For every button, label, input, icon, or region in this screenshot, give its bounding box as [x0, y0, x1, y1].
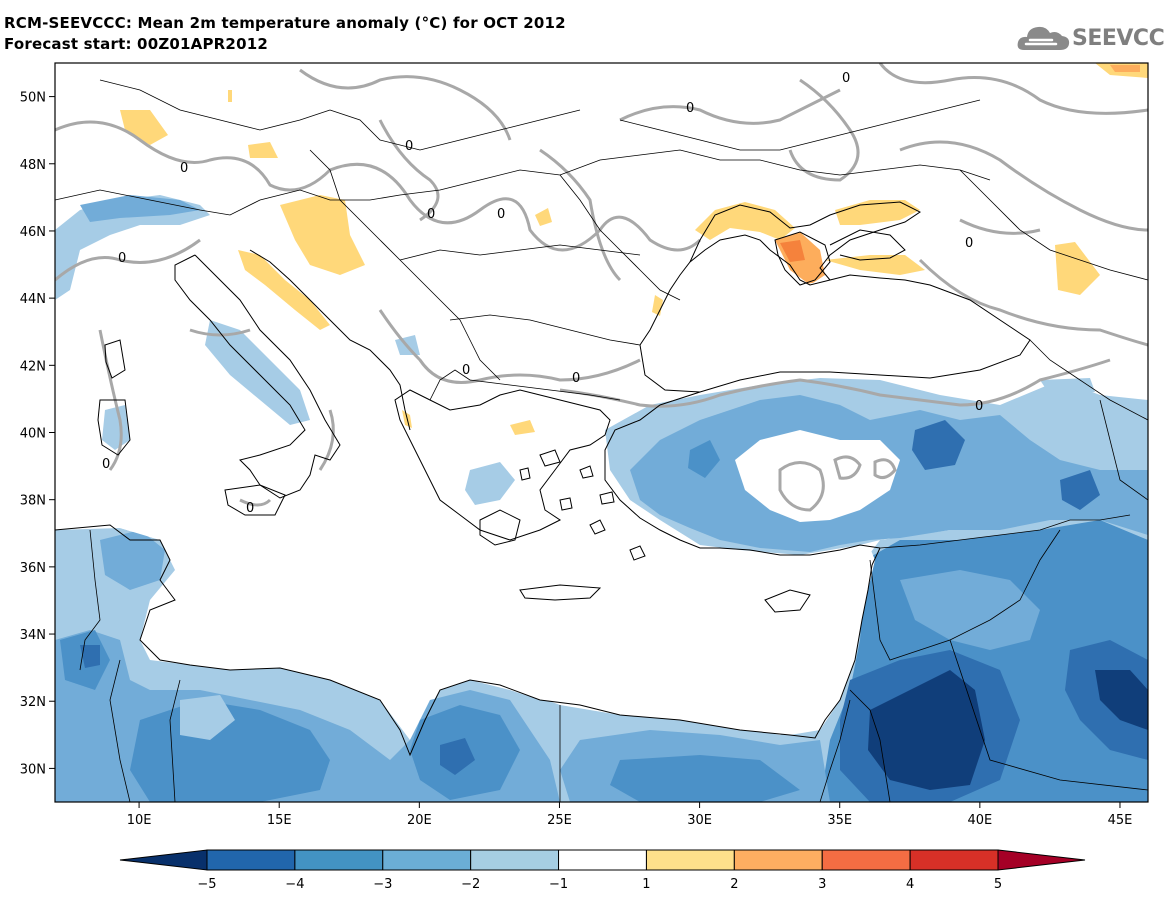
map-title: RCM-SEEVCCC: Mean 2m temperature anomaly…: [4, 14, 566, 32]
colorbar-tick-label: −2: [461, 877, 480, 892]
colorbar-tick-label: 4: [906, 877, 914, 892]
sea-areas: [55, 270, 1030, 735]
contour-label: 0: [975, 399, 983, 414]
contour-label: 0: [118, 251, 126, 266]
contour-label: 0: [427, 207, 435, 222]
colorbar-tick-label: −4: [285, 877, 304, 892]
contour-label: 0: [102, 457, 110, 472]
lon-tick-label: 30E: [687, 813, 712, 828]
lat-tick-label: 38N: [20, 494, 46, 509]
colorbar-tick-label: 3: [818, 877, 826, 892]
longitude-axis: 10E 15E 20E 25E 30E 35E 40E 45E: [127, 802, 1133, 828]
contour-label: 0: [246, 501, 254, 516]
colorbar-tick-label: 2: [730, 877, 738, 892]
contour-label: 0: [180, 161, 188, 176]
lat-tick-label: 40N: [20, 427, 46, 442]
contour-label: 0: [686, 101, 694, 116]
coastlines: [55, 201, 1031, 757]
colorbar-swatch: [294, 849, 384, 871]
contour-label: 0: [965, 236, 973, 251]
lat-tick-label: 42N: [20, 359, 46, 374]
lat-tick-label: 36N: [20, 561, 46, 576]
lat-tick-label: 46N: [20, 225, 46, 240]
colorbar-swatch: [645, 849, 735, 871]
contour-labels: 0 0 0 0 0 0 0 0 0 0 0 0 0: [102, 71, 983, 516]
seevccc-logo: SEEVCCC: [1016, 20, 1165, 56]
colorbar-swatch: [382, 849, 472, 871]
lon-tick-label: 10E: [127, 813, 152, 828]
lat-tick-label: 48N: [20, 158, 46, 173]
lon-tick-label: 25E: [547, 813, 572, 828]
lat-tick-label: 32N: [20, 695, 46, 710]
lat-tick-label: 50N: [20, 91, 46, 106]
map-plot-area: 0 0 0 0 0 0 0 0 0 0 0 0 0: [55, 63, 1148, 802]
colorbar-swatch: [821, 849, 911, 871]
lon-tick-label: 45E: [1108, 813, 1133, 828]
contour-label: 0: [842, 71, 850, 86]
colorbar-swatch: [206, 849, 296, 871]
logo-text: SEEVCCC: [1072, 26, 1165, 51]
colorbar: −5 −4 −3 −2 −1 1 2 3 4 5: [119, 849, 1086, 892]
latitude-axis: 30N 32N 34N 36N 38N 40N 42N 44N 46N 48N 50N: [20, 91, 55, 777]
lon-tick-label: 15E: [267, 813, 292, 828]
colorbar-swatch: [909, 849, 999, 871]
lat-tick-label: 30N: [20, 762, 46, 777]
colorbar-tick-label: −3: [373, 877, 392, 892]
colorbar-max-arrow: [997, 849, 1086, 871]
cloud-icon: [1017, 26, 1070, 50]
lat-tick-label: 44N: [20, 292, 46, 307]
contour-label: 0: [572, 371, 580, 386]
contour-label: 0: [405, 139, 413, 154]
country-borders: [55, 79, 1148, 802]
colorbar-tick-label: −5: [197, 877, 216, 892]
lon-tick-label: 40E: [967, 813, 992, 828]
contour-label: 0: [462, 363, 470, 378]
colorbar-swatch: [470, 849, 560, 871]
colorbar-tick-label: 1: [642, 877, 650, 892]
colorbar-swatch: [733, 849, 823, 871]
colorbar-min-arrow: [119, 849, 208, 871]
lon-tick-label: 35E: [827, 813, 852, 828]
negative-anomaly-field: [55, 195, 1148, 802]
colorbar-swatch: [558, 849, 647, 871]
forecast-start-subtitle: Forecast start: 00Z01APR2012: [4, 35, 268, 53]
lon-tick-label: 20E: [407, 813, 432, 828]
contour-label: 0: [497, 207, 505, 222]
lat-tick-label: 34N: [20, 628, 46, 643]
colorbar-tick-label: −1: [549, 877, 568, 892]
colorbar-tick-label: 5: [994, 877, 1002, 892]
